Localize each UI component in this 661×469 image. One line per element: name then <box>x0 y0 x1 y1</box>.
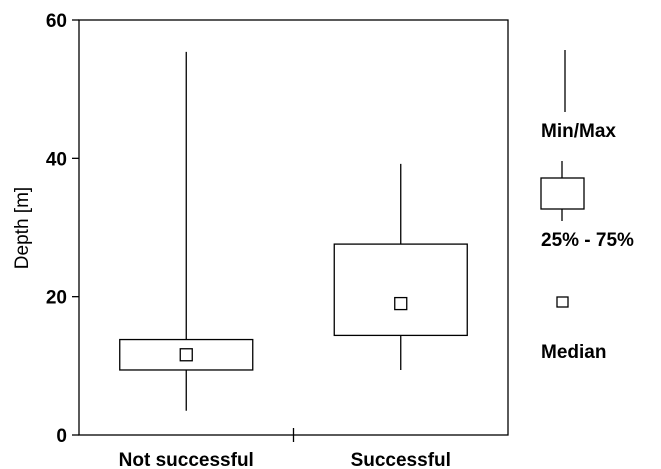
y-tick-label: 40 <box>46 149 67 170</box>
median-marker <box>394 296 408 311</box>
legend-minmax-label: Min/Max <box>541 121 616 142</box>
box-series <box>119 51 468 411</box>
box-group <box>119 51 254 411</box>
legend: Min/Max 25% - 75% Median <box>540 50 634 363</box>
y-tick-label: 20 <box>46 288 67 309</box>
y-tick-label: 0 <box>56 426 67 447</box>
y-axis: 0 20 40 60 <box>46 11 79 447</box>
x-axis: Not successful Successful <box>119 428 451 469</box>
median-marker <box>179 348 193 362</box>
x-tick-label: Not successful <box>119 450 254 469</box>
plot-frame <box>78 19 509 436</box>
y-tick-label: 60 <box>46 11 67 32</box>
iqr-box <box>333 243 468 337</box>
legend-median-label: Median <box>541 342 606 363</box>
x-tick-label: Successful <box>351 450 451 469</box>
iqr-box <box>119 338 254 371</box>
box-group <box>333 163 468 370</box>
legend-median-swatch <box>556 296 569 308</box>
y-axis-title: Depth [m] <box>12 187 33 269</box>
legend-box-swatch <box>540 177 585 210</box>
legend-box-label: 25% - 75% <box>541 230 634 251</box>
